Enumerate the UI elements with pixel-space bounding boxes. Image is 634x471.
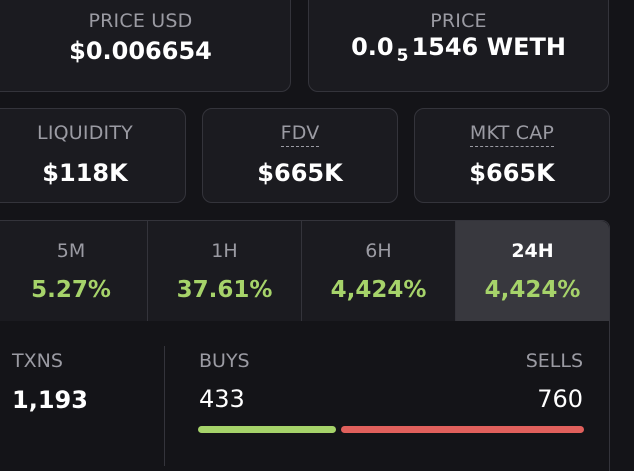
period-tabs: 5M 5.27% 1H 37.61% 6H 4,424% 24H 4,424% bbox=[0, 220, 610, 322]
tab-6h-change: 4,424% bbox=[330, 277, 427, 303]
price-native-unit: WETH bbox=[486, 33, 566, 61]
price-native-value: 0.0 5 1546 WETH bbox=[309, 33, 608, 66]
buys-count: 433 bbox=[199, 385, 245, 413]
tab-5m-change: 5.27% bbox=[31, 277, 111, 303]
tab-1h-label: 1H bbox=[211, 240, 238, 262]
fdv-value: $665K bbox=[257, 159, 343, 187]
tab-1h-change: 37.61% bbox=[176, 277, 273, 303]
price-usd-value: $0.006654 bbox=[69, 37, 212, 65]
tab-1h[interactable]: 1H 37.61% bbox=[148, 221, 302, 321]
txns-label: TXNS bbox=[12, 350, 63, 372]
tab-24h[interactable]: 24H 4,424% bbox=[456, 221, 609, 321]
tab-6h-label: 6H bbox=[365, 240, 392, 262]
buys-label: BUYS bbox=[199, 350, 250, 372]
price-native-subscript: 5 bbox=[396, 46, 409, 66]
tab-6h[interactable]: 6H 4,424% bbox=[302, 221, 456, 321]
liquidity-value: $118K bbox=[42, 159, 128, 187]
liquidity-label: LIQUIDITY bbox=[37, 122, 133, 144]
fdv-label: FDV bbox=[203, 122, 397, 147]
mkt-cap-value: $665K bbox=[469, 159, 555, 187]
fdv-card[interactable]: FDV $665K bbox=[202, 108, 398, 203]
buys-bar bbox=[198, 426, 336, 433]
mkt-cap-card[interactable]: MKT CAP $665K bbox=[414, 108, 610, 203]
tab-5m-label: 5M bbox=[56, 240, 86, 262]
mkt-cap-label-text: MKT CAP bbox=[469, 122, 555, 147]
price-usd-label: PRICE USD bbox=[88, 10, 193, 32]
liquidity-card: LIQUIDITY $118K bbox=[0, 108, 186, 203]
tab-24h-change: 4,424% bbox=[484, 277, 581, 303]
price-native-prefix: 0.0 bbox=[351, 33, 394, 61]
sells-count: 760 bbox=[537, 385, 583, 413]
price-native-label: PRICE bbox=[430, 10, 487, 32]
price-native-digits: 1546 bbox=[411, 33, 479, 61]
sells-label: SELLS bbox=[525, 350, 583, 372]
price-native-card: PRICE 0.0 5 1546 WETH bbox=[308, 0, 609, 92]
fdv-label-text: FDV bbox=[280, 122, 320, 147]
mkt-cap-label: MKT CAP bbox=[415, 122, 609, 147]
txns-divider bbox=[164, 346, 165, 466]
txns-total: 1,193 bbox=[12, 386, 88, 414]
price-usd-card: PRICE USD $0.006654 bbox=[0, 0, 291, 92]
tab-24h-label: 24H bbox=[511, 240, 554, 262]
txns-panel bbox=[0, 321, 610, 471]
tab-5m[interactable]: 5M 5.27% bbox=[0, 221, 148, 321]
sells-bar bbox=[340, 426, 584, 433]
